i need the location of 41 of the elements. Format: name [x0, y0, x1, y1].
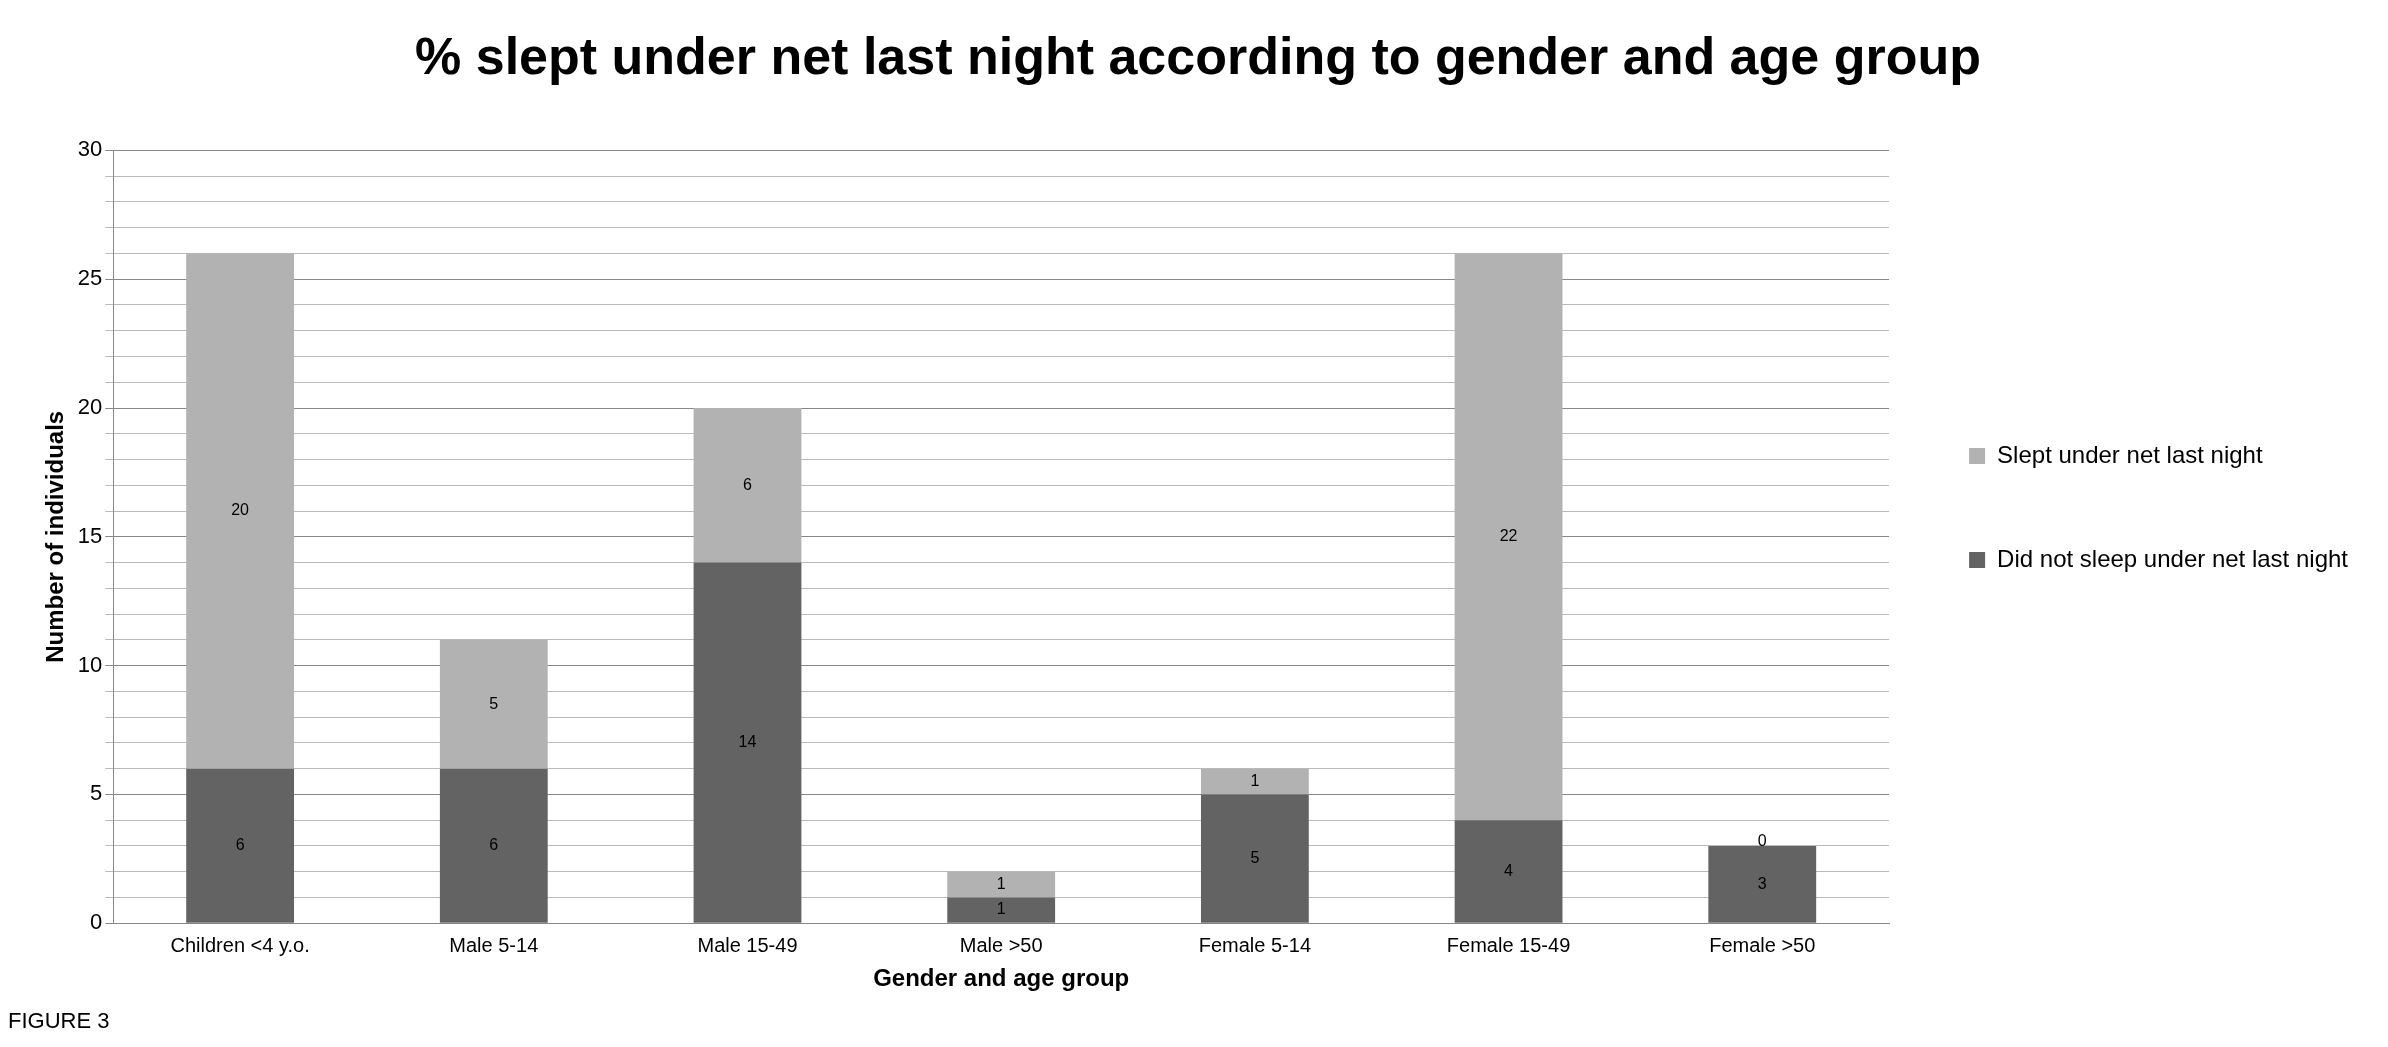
bar: [1708, 845, 1817, 923]
x-tick-label: Male 5-14: [449, 933, 539, 956]
legend-label: Did not sleep under net last night: [1997, 544, 2349, 572]
data-label: 6: [743, 475, 753, 493]
data-label: 5: [1250, 848, 1260, 866]
data-label: 4: [1504, 861, 1514, 879]
data-label: 1: [1250, 771, 1260, 789]
y-tick-label: 0: [90, 909, 103, 935]
bar: [1200, 794, 1309, 923]
bar: [186, 768, 295, 923]
data-label: 20: [231, 501, 250, 519]
data-label: 6: [235, 836, 245, 854]
bar: [947, 897, 1056, 923]
data-label: 6: [489, 836, 499, 854]
x-tick-label: Male >50: [959, 933, 1043, 956]
x-tick-label: Female 5-14: [1198, 933, 1312, 956]
caption: FIGURE 3: [8, 1008, 110, 1034]
legend-label: Slept under net last night: [1997, 440, 2263, 468]
y-tick-label: 30: [77, 136, 103, 162]
y-tick-label: 20: [77, 394, 103, 420]
data-label: 0: [1757, 832, 1767, 850]
y-axis-title: Number of individuals: [41, 410, 69, 663]
bar: [1454, 820, 1563, 923]
bar: [439, 768, 548, 923]
chart-title: % slept under net last night according to gender and age group: [415, 26, 1981, 85]
y-tick-label: 5: [90, 780, 103, 806]
x-tick-label: Children <4 y.o.: [170, 933, 310, 956]
data-label: 22: [1499, 527, 1518, 545]
x-tick-label: Female 15-49: [1446, 933, 1571, 956]
data-label: 14: [738, 733, 757, 751]
data-label: 3: [1757, 874, 1767, 892]
y-tick-label: 15: [77, 522, 103, 548]
x-axis-title: Gender and age group: [873, 964, 1130, 992]
x-tick-label: Female >50: [1709, 933, 1816, 956]
y-tick-label: 10: [77, 651, 103, 677]
bar: [693, 562, 802, 923]
x-tick-label: Male 15-49: [697, 933, 798, 956]
y-tick-label: 25: [77, 265, 103, 291]
data-label: 1: [996, 900, 1006, 918]
data-label: 5: [489, 694, 499, 712]
data-label: 1: [996, 874, 1006, 892]
